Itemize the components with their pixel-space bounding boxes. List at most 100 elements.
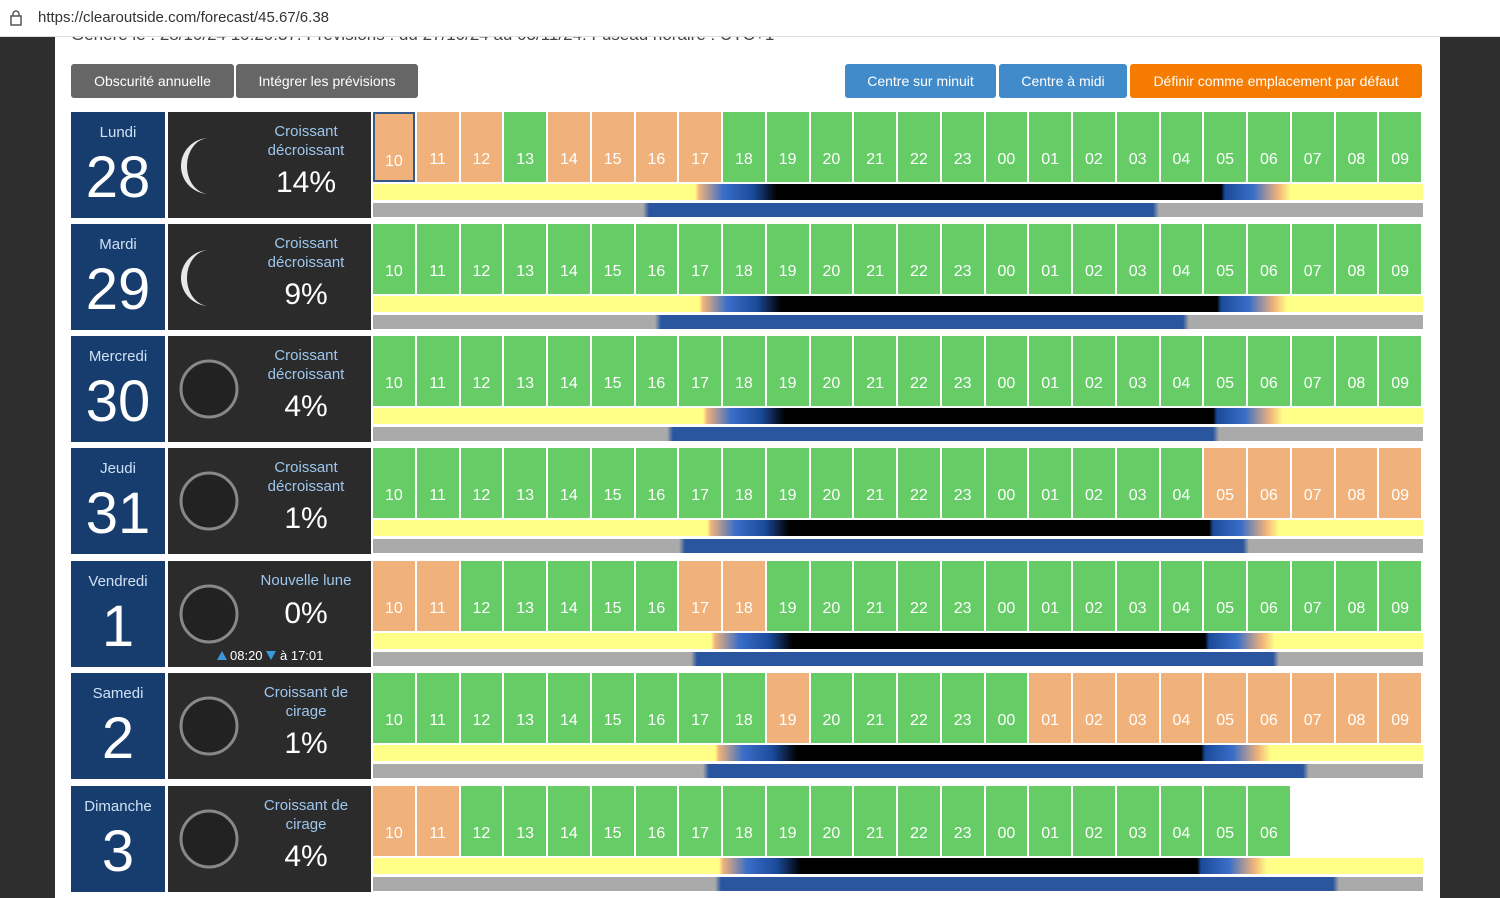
hour-cell[interactable]: 01	[1029, 673, 1071, 743]
hour-cell[interactable]: 06	[1248, 448, 1290, 518]
hour-cell[interactable]: 14	[548, 786, 590, 856]
hour-cell[interactable]: 14	[548, 224, 590, 294]
hour-cell[interactable]: 12	[460, 336, 503, 406]
hour-cell[interactable]: 15	[591, 448, 634, 518]
hour-cell[interactable]: 16	[635, 561, 678, 631]
day-box[interactable]: Vendredi 1	[71, 561, 165, 667]
hour-cell[interactable]: 23	[941, 673, 984, 743]
hour-cell[interactable]: 13	[504, 561, 546, 631]
hour-cell[interactable]: 20	[810, 448, 853, 518]
hour-cell[interactable]: 00	[985, 673, 1028, 743]
hour-cell[interactable]: 11	[416, 786, 459, 856]
hour-cell[interactable]: 18	[723, 448, 765, 518]
day-box[interactable]: Lundi 28	[71, 112, 165, 218]
hour-cell[interactable]: 08	[1335, 112, 1378, 182]
hour-cell[interactable]: 08	[1335, 673, 1378, 743]
hour-cell[interactable]: 11	[416, 673, 459, 743]
hour-cell[interactable]: 07	[1291, 112, 1334, 182]
hour-cell[interactable]: 02	[1073, 336, 1115, 406]
hour-cell[interactable]: 05	[1204, 673, 1246, 743]
hour-cell[interactable]: 06	[1248, 336, 1290, 406]
hour-cell[interactable]: 18	[723, 561, 765, 631]
hour-cell[interactable]: 04	[1160, 336, 1203, 406]
hour-cell[interactable]: 00	[985, 786, 1028, 856]
day-box[interactable]: Jeudi 31	[71, 448, 165, 554]
hour-cell[interactable]: 17	[679, 673, 721, 743]
hour-cell[interactable]: 20	[810, 786, 853, 856]
hour-cell[interactable]: 10	[373, 448, 415, 518]
hour-cell[interactable]: 13	[504, 336, 546, 406]
hour-cell[interactable]: 17	[679, 786, 721, 856]
hour-cell[interactable]: 12	[460, 561, 503, 631]
hour-cell[interactable]: 01	[1029, 224, 1071, 294]
hour-cell[interactable]: 17	[679, 561, 721, 631]
hour-cell[interactable]: 15	[591, 224, 634, 294]
hour-cell[interactable]: 22	[898, 336, 940, 406]
button[interactable]: Centre sur minuit	[845, 64, 996, 98]
hour-cell[interactable]: 01	[1029, 786, 1071, 856]
hour-cell[interactable]: 15	[591, 786, 634, 856]
hour-cell[interactable]: 23	[941, 786, 984, 856]
hour-cell[interactable]: 03	[1116, 448, 1159, 518]
day-box[interactable]: Mercredi 30	[71, 336, 165, 442]
hour-cell[interactable]: 12	[460, 448, 503, 518]
hour-cell[interactable]: 09	[1379, 336, 1421, 406]
hour-cell[interactable]: 00	[985, 112, 1028, 182]
hour-cell[interactable]: 20	[810, 336, 853, 406]
hour-cell[interactable]: 03	[1116, 112, 1159, 182]
hour-cell[interactable]: 09	[1379, 673, 1421, 743]
hour-cell[interactable]: 23	[941, 448, 984, 518]
hour-cell[interactable]: 14	[548, 336, 590, 406]
hour-cell[interactable]: 16	[635, 336, 678, 406]
hour-cell[interactable]: 07	[1291, 673, 1334, 743]
hour-cell[interactable]: 18	[723, 112, 765, 182]
hour-cell[interactable]: 08	[1335, 448, 1378, 518]
hour-cell[interactable]: 00	[985, 336, 1028, 406]
hour-cell[interactable]: 01	[1029, 448, 1071, 518]
hour-cell[interactable]: 04	[1160, 224, 1203, 294]
hour-cell[interactable]: 13	[504, 786, 546, 856]
hour-cell[interactable]: 11	[416, 224, 459, 294]
hour-cell[interactable]: 00	[985, 224, 1028, 294]
hour-cell[interactable]: 09	[1379, 112, 1421, 182]
hour-cell[interactable]: 22	[898, 673, 940, 743]
hour-cell[interactable]: 21	[854, 786, 896, 856]
hour-cell[interactable]: 10	[373, 673, 415, 743]
hour-cell[interactable]: 19	[766, 448, 809, 518]
button[interactable]: Définir comme emplacement par défaut	[1130, 64, 1422, 98]
hour-cell[interactable]: 21	[854, 224, 896, 294]
hour-cell[interactable]: 05	[1204, 224, 1246, 294]
hour-cell[interactable]: 19	[766, 786, 809, 856]
button[interactable]: Obscurité annuelle	[71, 64, 234, 98]
hour-cell[interactable]: 03	[1116, 786, 1159, 856]
hour-cell[interactable]: 15	[591, 336, 634, 406]
hour-cell[interactable]: 04	[1160, 786, 1203, 856]
hour-cell[interactable]: 14	[548, 448, 590, 518]
hour-cell[interactable]: 02	[1073, 224, 1115, 294]
hour-cell[interactable]: 01	[1029, 112, 1071, 182]
hour-cell[interactable]: 05	[1204, 112, 1246, 182]
hour-cell[interactable]: 06	[1248, 224, 1290, 294]
hour-cell[interactable]: 21	[854, 673, 896, 743]
hour-cell[interactable]: 01	[1029, 561, 1071, 631]
hour-cell[interactable]: 19	[766, 224, 809, 294]
hour-cell[interactable]: 12	[460, 786, 503, 856]
hour-cell[interactable]: 23	[941, 224, 984, 294]
hour-cell[interactable]: 13	[504, 673, 546, 743]
hour-cell[interactable]: 11	[416, 448, 459, 518]
hour-cell[interactable]: 23	[941, 561, 984, 631]
hour-cell[interactable]: 16	[635, 224, 678, 294]
hour-cell[interactable]: 23	[941, 336, 984, 406]
hour-cell[interactable]: 05	[1204, 561, 1246, 631]
hour-cell[interactable]: 07	[1291, 336, 1334, 406]
hour-cell[interactable]: 02	[1073, 673, 1115, 743]
hour-cell[interactable]: 06	[1248, 673, 1290, 743]
hour-cell[interactable]: 07	[1291, 224, 1334, 294]
hour-cell[interactable]: 12	[460, 673, 503, 743]
hour-cell[interactable]: 20	[810, 112, 853, 182]
hour-cell[interactable]: 18	[723, 673, 765, 743]
hour-cell[interactable]: 17	[679, 224, 721, 294]
hour-cell[interactable]: 04	[1160, 448, 1203, 518]
url[interactable]: https://clearoutside.com/forecast/45.67/…	[38, 9, 329, 26]
hour-cell[interactable]: 19	[766, 561, 809, 631]
